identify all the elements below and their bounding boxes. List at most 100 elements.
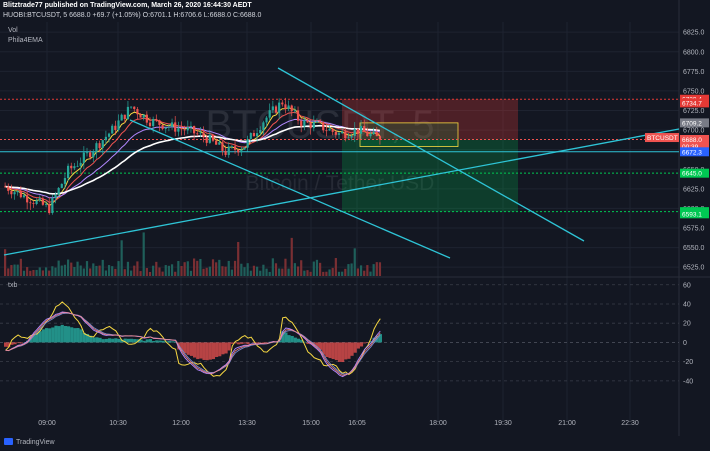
osc-histogram-bar: [114, 338, 118, 343]
osc-histogram-bar: [107, 338, 112, 343]
osc-histogram-bar: [10, 342, 14, 345]
volume-bar: [322, 271, 325, 276]
osc-histogram-bar: [262, 342, 266, 344]
volume-bar: [174, 271, 177, 276]
candle-body: [35, 200, 38, 204]
volume-bar: [309, 271, 312, 276]
volume-bar: [63, 264, 67, 276]
candle-body: [32, 203, 35, 204]
volume-bar: [262, 264, 265, 276]
osc-histogram-bar: [356, 342, 360, 349]
candle-body: [303, 120, 306, 127]
candle-body: [344, 131, 347, 139]
volume-bar: [4, 249, 7, 276]
osc-tick-label: 40: [683, 301, 691, 308]
osc-tick-label: -20: [683, 359, 693, 366]
position-zones[interactable]: [342, 99, 518, 212]
osc-histogram-bar: [303, 341, 307, 343]
volume-bar: [337, 271, 341, 276]
candle-body: [133, 106, 136, 110]
volume-bar: [268, 271, 271, 276]
candle-body: [259, 130, 262, 134]
volume-bar: [130, 270, 133, 276]
candle-body: [155, 118, 158, 121]
volume-bar: [186, 261, 189, 276]
price-axis[interactable]: 6825.06800.06775.06750.06725.06700.06675…: [645, 30, 709, 272]
volume-bar: [300, 260, 303, 276]
candle-body: [347, 137, 350, 139]
volume-bar: [230, 269, 233, 276]
volume-bar: [328, 269, 331, 276]
candle-body: [218, 142, 221, 145]
vol-indicator-label[interactable]: Vol: [8, 27, 18, 34]
volume-bar: [155, 261, 158, 276]
candle-body: [290, 105, 293, 112]
price-tick-label: 6700.0: [683, 128, 705, 135]
osc-histogram-bar: [92, 337, 96, 343]
volume-bar: [145, 268, 148, 276]
ema-indicator-label[interactable]: Phila4EMA: [8, 37, 43, 44]
oscillator-label[interactable]: txb: [8, 282, 18, 289]
candle-body: [369, 134, 372, 137]
price-label: 6672.3: [682, 149, 702, 156]
osc-histogram-bar: [344, 342, 348, 360]
osc-histogram-bar: [315, 342, 319, 348]
candle-body: [252, 133, 256, 137]
candle-body: [256, 133, 259, 137]
ema-line: [5, 124, 381, 195]
candle-body: [306, 120, 309, 123]
osc-histogram-bar: [117, 338, 121, 343]
volume-bar: [177, 260, 180, 276]
candle-body: [363, 126, 366, 133]
osc-histogram-bar: [123, 338, 127, 343]
osc-histogram-bar: [148, 339, 153, 343]
osc-histogram-bar: [300, 339, 304, 343]
osc-histogram-bar: [296, 338, 301, 343]
candle-body: [208, 134, 211, 143]
candle-body: [334, 131, 337, 135]
osc-histogram-bar: [328, 342, 332, 359]
volume-bar: [240, 263, 243, 276]
volume-bar: [22, 270, 26, 276]
volume-bar: [372, 264, 375, 276]
price-tick-label: 6825.0: [683, 30, 705, 37]
candle-body: [79, 162, 82, 166]
candle-body: [215, 140, 218, 145]
osc-histogram-bar: [152, 341, 156, 343]
osc-histogram-bar: [183, 342, 187, 354]
volume-bar: [101, 259, 104, 276]
time-axis[interactable]: 09:00 10:30 12:00 13:30 15:00 16:05 18:00 19:30…: [38, 420, 639, 427]
candle-body: [312, 122, 315, 129]
osc-tick-label: 20: [683, 321, 691, 328]
price-label: 6593.1: [682, 211, 702, 218]
candles: [4, 97, 382, 215]
volume-bar: [369, 271, 372, 276]
volume-bar: [274, 263, 278, 276]
osc-histogram-bar: [98, 337, 102, 343]
osc-tick-label: -40: [683, 378, 693, 385]
watermark-name: Bitcoin / Tether USD: [246, 172, 435, 195]
volume-bar: [312, 261, 315, 276]
volume-bar: [136, 261, 139, 276]
candle-body: [60, 183, 63, 188]
tradingview-logo[interactable]: TradingView: [4, 438, 55, 446]
volume-bar: [215, 262, 218, 276]
osc-histogram-bar: [41, 329, 45, 343]
osc-histogram-bar: [70, 327, 74, 343]
candle-body: [170, 122, 174, 127]
candle-body: [309, 122, 312, 129]
candle-body: [240, 149, 243, 153]
osc-histogram-bar: [306, 342, 310, 344]
osc-histogram-bar: [44, 328, 49, 343]
time-tick-label: 10:30: [109, 420, 127, 427]
candle-body: [158, 120, 161, 125]
trendlines[interactable]: [3, 67, 680, 259]
candle-body: [76, 165, 79, 167]
volume-bar: [67, 259, 70, 276]
price-label-bg: [680, 98, 709, 108]
time-tick-label: 16:05: [348, 420, 366, 427]
time-tick-label: 12:00: [172, 420, 190, 427]
osc-histogram-bar: [224, 342, 228, 354]
volume-bar: [205, 267, 208, 276]
